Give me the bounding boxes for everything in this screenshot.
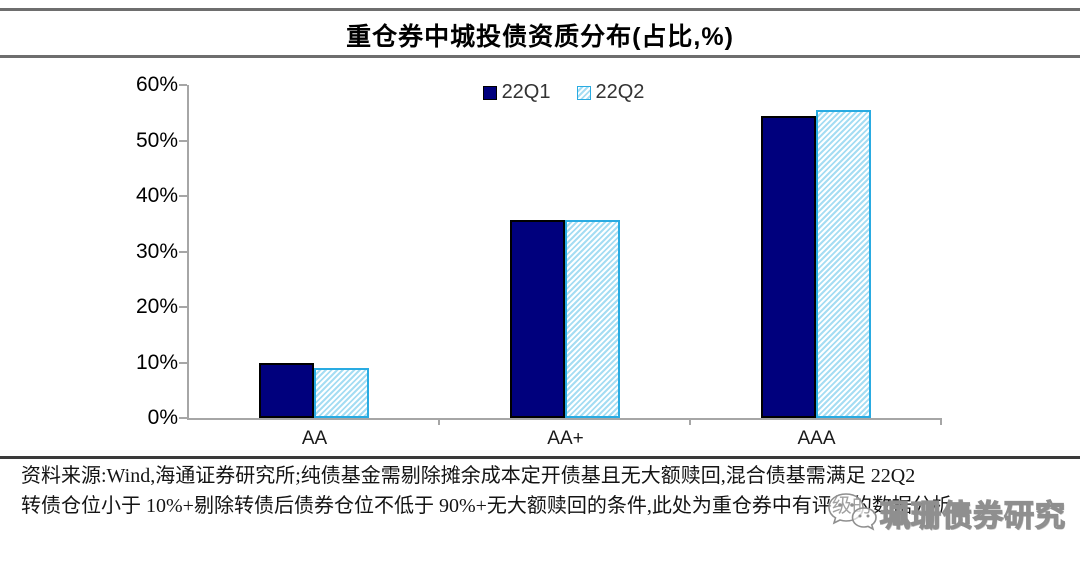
x-category-label: AA [301,428,328,449]
y-tick-mark [179,250,187,253]
bar-group-AA [189,85,440,418]
y-axis-labels: 60% 50% 40% 30% 20% 10% 0% [100,74,178,429]
bar-22Q2-AAA [816,109,872,418]
y-tick-label: 60% [135,73,178,96]
footer-divider [0,456,1080,459]
y-tick-label: 0% [147,406,178,429]
legend-swatch-22Q1 [482,85,497,100]
bar-22Q1-AA [259,362,315,418]
legend-item-22Q2: 22Q2 [576,81,645,104]
y-tick-mark [179,361,187,364]
y-tick-mark [179,306,187,308]
bar-22Q2-AA [314,368,370,418]
legend-label: 22Q2 [595,81,645,103]
legend-item-22Q1: 22Q1 [482,81,551,104]
plot-area: AA AA+ AAA [179,84,942,449]
x-category-label: AAA [797,428,836,449]
source-note-line1: 资料来源:Wind,海通证券研究所;纯债基金需剔除摊余成本定开债基且无大额赎回,… [21,465,916,487]
bar-group-AA+ [440,85,691,418]
bar-22Q1-AA+ [510,219,566,418]
title-divider [0,55,1080,58]
source-note: 资料来源:Wind,海通证券研究所;纯债基金需剔除摊余成本定开债基且无大额赎回,… [21,461,1067,521]
top-divider [0,8,1080,11]
y-tick-label: 50% [135,128,178,152]
y-tick-mark [179,84,187,86]
chart-title: 重仓券中城投债资质分布(占比,%) [346,23,734,51]
bar-group-AAA [691,85,942,418]
y-tick-label: 10% [135,350,178,374]
x-tick-mark [940,418,942,425]
y-tick-label: 20% [135,295,178,318]
x-category-label: AA+ [547,428,584,449]
x-tick-mark [688,418,691,425]
legend-label: 22Q1 [501,81,551,103]
y-tick-mark [179,139,187,142]
y-tick-label: 30% [135,239,178,263]
y-tick-label: 40% [135,184,178,207]
y-tick-mark [179,417,187,419]
bar-22Q1-AAA [761,115,817,418]
chart-legend: 22Q1 22Q2 [187,81,940,104]
x-tick-mark [437,418,440,425]
bar-22Q2-AA+ [565,220,621,418]
source-note-line2: 转债仓位小于 10%+剔除转债后债券仓位不低于 90%+无大额赎回的条件,此处为… [21,495,972,517]
y-tick-mark [179,195,187,197]
legend-swatch-22Q2 [576,85,591,100]
